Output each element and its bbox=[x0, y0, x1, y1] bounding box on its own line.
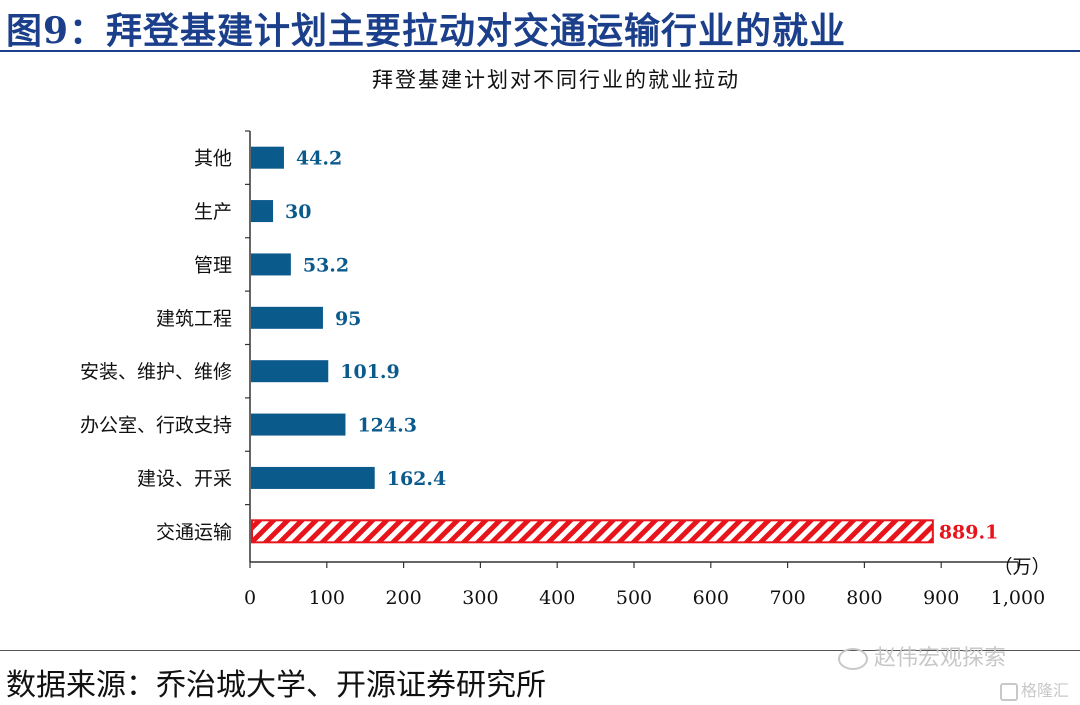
bar bbox=[251, 360, 329, 383]
data-label: 30 bbox=[285, 201, 311, 223]
bar bbox=[251, 306, 323, 329]
watermark-text: 赵伟宏观探索 bbox=[874, 646, 1007, 671]
x-tick-label: 500 bbox=[616, 587, 652, 609]
y-tick-label: 安装、维护、维修 bbox=[80, 361, 232, 383]
x-tick-label: 700 bbox=[769, 587, 805, 609]
x-tick-label: 600 bbox=[693, 587, 729, 609]
y-tick-label: 建设、开采 bbox=[137, 468, 232, 490]
y-tick-label: 建筑工程 bbox=[156, 308, 232, 330]
source-note: 数据来源：乔治城大学、开源证券研究所 bbox=[6, 668, 546, 703]
bar bbox=[251, 200, 274, 223]
y-tick-label: 管理 bbox=[194, 254, 232, 276]
y-tick-label: 办公室、行政支持 bbox=[80, 415, 232, 437]
unit-label: （万） bbox=[993, 556, 1050, 578]
data-label: 889.1 bbox=[939, 521, 999, 543]
bar bbox=[251, 413, 346, 436]
x-tick-label: 0 bbox=[244, 587, 256, 609]
bar bbox=[251, 253, 291, 276]
figure-title: 图9：拜登基建计划主要拉动对交通运输行业的就业 bbox=[6, 10, 847, 52]
watermark: 赵伟宏观探索 bbox=[838, 640, 1006, 672]
x-tick-label: 900 bbox=[923, 587, 959, 609]
gelonghui-icon bbox=[1000, 682, 1018, 701]
bottom-rule bbox=[0, 650, 1080, 651]
y-tick-label: 生产 bbox=[194, 201, 232, 223]
data-label: 44.2 bbox=[296, 148, 342, 170]
bar-chart: 拜登基建计划对不同行业的就业拉动 其他 44.2 生产 30 管理 53.2 建筑工程 95 安… bbox=[80, 68, 1051, 609]
x-tick-label: 300 bbox=[462, 587, 498, 609]
x-tick-label: 1,000 bbox=[991, 587, 1045, 609]
x-tick-label: 200 bbox=[385, 587, 421, 609]
data-label: 162.4 bbox=[387, 468, 447, 490]
x-tick-label: 100 bbox=[309, 587, 345, 609]
bar bbox=[251, 466, 375, 489]
bar bbox=[251, 146, 284, 169]
x-tick-label: 400 bbox=[539, 587, 575, 609]
data-label: 95 bbox=[335, 308, 361, 330]
chart-title: 拜登基建计划对不同行业的就业拉动 bbox=[372, 68, 740, 92]
data-label: 53.2 bbox=[303, 254, 349, 276]
watermark-secondary-text: 格隆汇 bbox=[1021, 681, 1070, 700]
x-tick-label: 800 bbox=[846, 587, 882, 609]
wechat-icon bbox=[838, 648, 868, 670]
bar-highlight bbox=[251, 519, 934, 544]
y-tick-label: 交通运输 bbox=[156, 521, 232, 543]
y-tick-label: 其他 bbox=[194, 148, 232, 170]
data-label: 101.9 bbox=[340, 361, 400, 383]
data-label: 124.3 bbox=[357, 415, 417, 437]
top-rule bbox=[0, 50, 1080, 52]
watermark-secondary: 格隆汇 bbox=[1000, 677, 1069, 701]
